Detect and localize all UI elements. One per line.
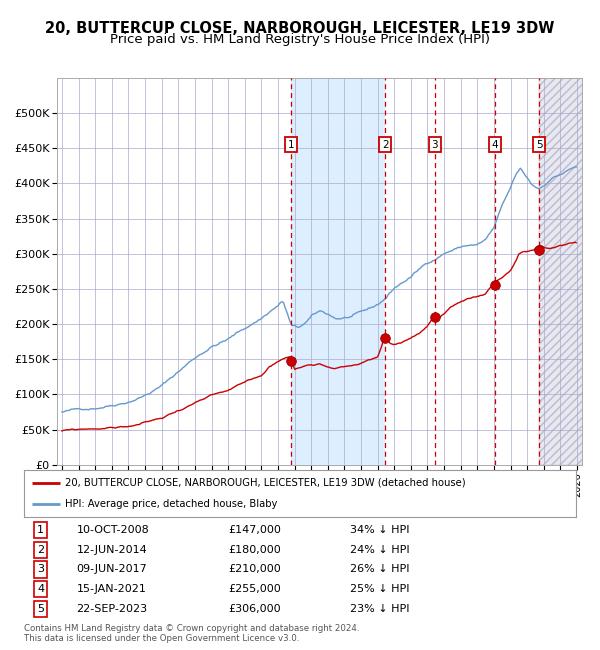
Text: 23% ↓ HPI: 23% ↓ HPI [350, 604, 409, 614]
Text: 34% ↓ HPI: 34% ↓ HPI [350, 525, 409, 535]
Text: 25% ↓ HPI: 25% ↓ HPI [350, 584, 409, 594]
Text: 3: 3 [37, 564, 44, 575]
Text: 24% ↓ HPI: 24% ↓ HPI [350, 545, 409, 554]
Text: This data is licensed under the Open Government Licence v3.0.: This data is licensed under the Open Gov… [24, 634, 299, 644]
Bar [539, 78, 599, 465]
Text: £306,000: £306,000 [228, 604, 281, 614]
Text: HPI: Average price, detached house, Blaby: HPI: Average price, detached house, Blab… [65, 499, 278, 509]
Text: 2: 2 [37, 545, 44, 554]
Text: £210,000: £210,000 [228, 564, 281, 575]
Text: £180,000: £180,000 [228, 545, 281, 554]
Bar [539, 78, 599, 465]
Text: 10-OCT-2008: 10-OCT-2008 [76, 525, 149, 535]
Text: 5: 5 [37, 604, 44, 614]
Text: 4: 4 [37, 584, 44, 594]
Text: 20, BUTTERCUP CLOSE, NARBOROUGH, LEICESTER, LE19 3DW: 20, BUTTERCUP CLOSE, NARBOROUGH, LEICEST… [46, 21, 554, 36]
Text: 3: 3 [431, 140, 438, 150]
Text: 15-JAN-2021: 15-JAN-2021 [76, 584, 146, 594]
Text: 1: 1 [287, 140, 294, 150]
Text: 22-SEP-2023: 22-SEP-2023 [76, 604, 148, 614]
Text: 1: 1 [37, 525, 44, 535]
Bar [291, 78, 385, 465]
Text: 12-JUN-2014: 12-JUN-2014 [76, 545, 147, 554]
Text: 5: 5 [536, 140, 542, 150]
Text: £255,000: £255,000 [228, 584, 281, 594]
Text: 09-JUN-2017: 09-JUN-2017 [76, 564, 147, 575]
Text: Price paid vs. HM Land Registry's House Price Index (HPI): Price paid vs. HM Land Registry's House … [110, 33, 490, 46]
Text: Contains HM Land Registry data © Crown copyright and database right 2024.: Contains HM Land Registry data © Crown c… [24, 624, 359, 633]
Text: 2: 2 [382, 140, 388, 150]
Text: 20, BUTTERCUP CLOSE, NARBOROUGH, LEICESTER, LE19 3DW (detached house): 20, BUTTERCUP CLOSE, NARBOROUGH, LEICEST… [65, 478, 466, 488]
Text: 26% ↓ HPI: 26% ↓ HPI [350, 564, 409, 575]
Text: £147,000: £147,000 [228, 525, 281, 535]
Text: 4: 4 [491, 140, 498, 150]
